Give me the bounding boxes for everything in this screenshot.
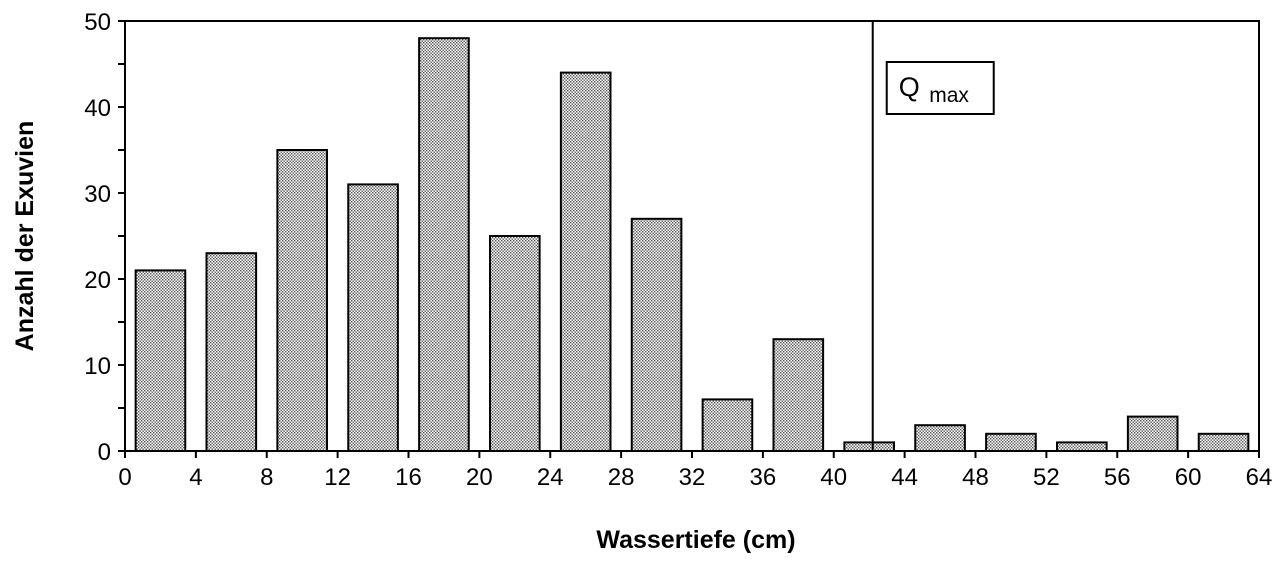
- x-tick-label: 60: [1175, 464, 1202, 491]
- x-tick-label: 48: [962, 464, 989, 491]
- bar-8-12: [276, 149, 328, 452]
- bar-0-4: [134, 269, 187, 452]
- bar-32-36: [701, 398, 754, 452]
- bar-20-24: [489, 235, 541, 452]
- qmax-label-sub: max: [929, 84, 969, 107]
- bar-24-28: [559, 71, 612, 452]
- bars-group: [134, 37, 1250, 453]
- bar-60-64: [1197, 432, 1250, 452]
- bar-4-8: [205, 252, 258, 452]
- bar-12-16: [347, 183, 399, 452]
- x-tick-label: 16: [395, 464, 422, 491]
- x-axis-title: Wassertiefe (cm): [596, 526, 795, 554]
- x-tick-label: 44: [891, 464, 918, 491]
- bar-44-48: [914, 424, 966, 453]
- y-tick-label: 0: [98, 439, 111, 466]
- x-tick-label: 12: [324, 464, 351, 491]
- qmax-annotation: Q max: [885, 61, 995, 115]
- qmax-label: Q max: [899, 72, 970, 107]
- x-tick-label: 24: [537, 464, 564, 491]
- x-tick-label: 36: [750, 464, 777, 491]
- y-tick-label: 40: [84, 95, 111, 122]
- x-tick-label: 40: [820, 464, 847, 491]
- x-tick-label: 0: [118, 464, 131, 491]
- bar-52-56: [1056, 441, 1108, 452]
- bar-28-32: [630, 217, 683, 452]
- qmax-label-box: [885, 61, 995, 115]
- y-tick-label: 20: [84, 267, 111, 294]
- y-axis: 0 10 20 30 40 50: [84, 9, 125, 466]
- y-axis-title: Anzahl der Exuvien: [11, 121, 39, 352]
- x-tick-label: 4: [189, 464, 202, 491]
- bar-56-60: [1126, 415, 1179, 453]
- x-axis: 0 4 8 12 16 20 24 28 32 36 40 44 48 52 56 60 64: [118, 451, 1272, 491]
- x-tick-label: 28: [608, 464, 635, 491]
- bar-16-20: [418, 37, 470, 452]
- y-tick-label: 10: [84, 353, 111, 380]
- x-tick-label: 20: [466, 464, 493, 491]
- y-tick-label: 30: [84, 181, 111, 208]
- bar-48-52: [985, 432, 1037, 452]
- y-tick-label: 50: [84, 9, 111, 36]
- x-tick-label: 64: [1246, 464, 1273, 491]
- x-tick-label: 32: [679, 464, 706, 491]
- x-tick-label: 56: [1104, 464, 1131, 491]
- bar-40-44: [843, 441, 895, 452]
- x-tick-label: 52: [1033, 464, 1060, 491]
- x-tick-label: 8: [260, 464, 273, 491]
- bar-36-40: [772, 338, 825, 453]
- qmax-label-main: Q: [899, 72, 920, 102]
